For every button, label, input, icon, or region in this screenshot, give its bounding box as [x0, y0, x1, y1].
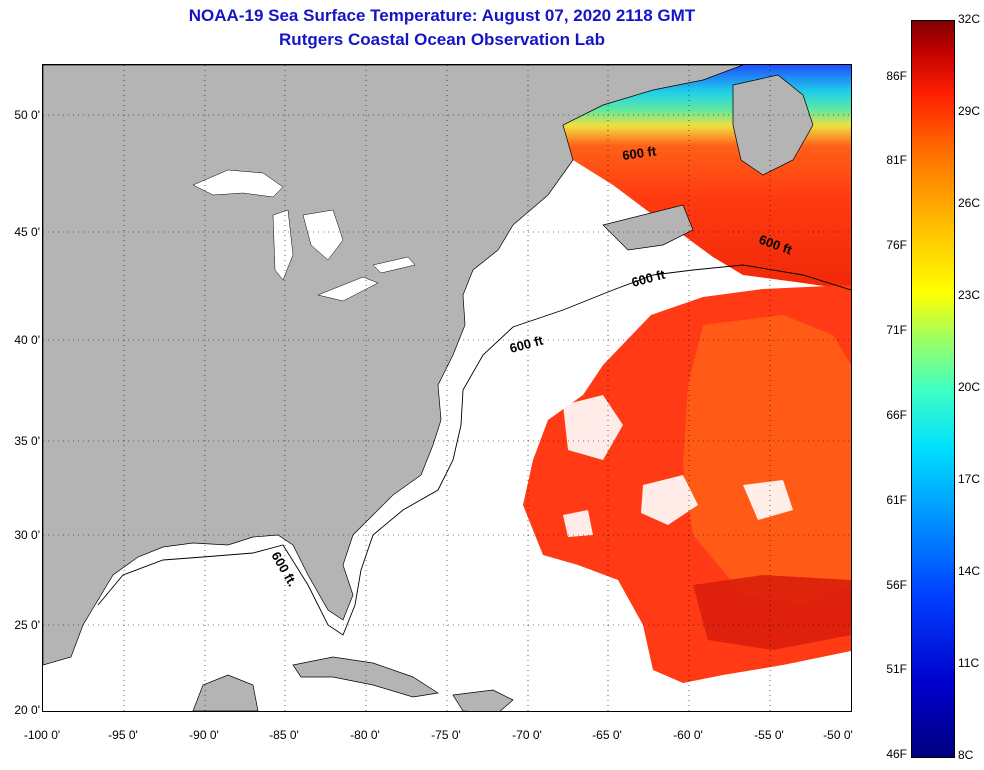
cloud-gap	[563, 510, 593, 537]
colorbar-label-c: 11C	[958, 656, 980, 670]
lat-label-50: 50 0'	[14, 108, 40, 122]
sst-map-canvas: 600 ft 600 ft 600 ft 600 ft 600 ft.	[42, 64, 852, 714]
colorbar-label-f: 61F	[886, 493, 907, 507]
contour-label: 600 ft	[630, 266, 667, 289]
newfoundland-land	[732, 74, 814, 176]
lat-label-25: 25 0'	[14, 618, 40, 632]
contour-label: 600 ft	[508, 332, 545, 355]
lat-label-20: 20 0'	[14, 703, 40, 717]
colorbar-label-f: 51F	[886, 662, 907, 676]
nova-scotia-land	[602, 204, 694, 251]
north-america-land	[42, 64, 744, 666]
yucatan-land	[192, 674, 259, 712]
lake-huron	[302, 209, 344, 261]
contour-label: 600 ft.	[268, 549, 300, 589]
temperature-colorbar	[911, 20, 955, 758]
lon-label-65: -65 0'	[592, 728, 622, 742]
cloud-gap	[563, 395, 623, 460]
colorbar-label-c: 23C	[958, 288, 981, 302]
colorbar-label-c: 20C	[958, 380, 981, 394]
cloud-gap	[743, 480, 793, 520]
colorbar-label-f: 56F	[886, 578, 907, 592]
colorbar-label-c: 17C	[958, 472, 981, 486]
sst-map: 600 ft 600 ft 600 ft 600 ft 600 ft.	[42, 64, 852, 714]
lake-superior	[192, 169, 284, 198]
map-subtitle: Rutgers Coastal Ocean Observation Lab	[279, 30, 605, 49]
colorbar-label-f: 66F	[886, 408, 907, 422]
lon-label-85: -85 0'	[269, 728, 299, 742]
lat-label-30: 30 0'	[14, 528, 40, 542]
lon-label-55: -55 0'	[754, 728, 784, 742]
colorbar-label-f: 86F	[886, 69, 907, 83]
lat-label-40: 40 0'	[14, 333, 40, 347]
lon-label-70: -70 0'	[512, 728, 542, 742]
contour-label: 600 ft	[621, 143, 657, 163]
colorbar-label-f: 76F	[886, 238, 907, 252]
lon-label-95: -95 0'	[108, 728, 138, 742]
lat-label-35: 35 0'	[14, 434, 40, 448]
map-title: NOAA-19 Sea Surface Temperature: August …	[188, 6, 696, 25]
cloud-gap	[641, 475, 698, 525]
depth-contour-600ft	[97, 264, 852, 636]
colorbar-label-c: 8C	[958, 748, 974, 762]
colorbar-label-f: 71F	[886, 323, 907, 337]
colorbar-label-f: 81F	[886, 153, 907, 167]
lake-ontario	[372, 256, 416, 274]
lake-michigan	[272, 209, 294, 281]
colorbar-label-c: 26C	[958, 196, 981, 210]
sst-eastern-patches	[683, 315, 851, 605]
lon-label-60: -60 0'	[673, 728, 703, 742]
lon-label-90: -90 0'	[189, 728, 219, 742]
cuba-land	[292, 656, 439, 698]
hispaniola-land	[452, 689, 514, 714]
lon-label-75: -75 0'	[431, 728, 461, 742]
colorbar-label-c: 29C	[958, 104, 981, 118]
lake-erie	[317, 276, 379, 302]
lon-label-80: -80 0'	[350, 728, 380, 742]
colorbar-label-f: 46F	[886, 747, 907, 761]
lon-label-100: -100 0'	[23, 728, 61, 742]
lat-label-45: 45 0'	[14, 225, 40, 239]
sst-hot-core	[693, 575, 851, 650]
colorbar-label-c: 14C	[958, 564, 981, 578]
colorbar-label-c: 32C	[958, 12, 981, 26]
lon-label-50: -50 0'	[823, 728, 853, 742]
